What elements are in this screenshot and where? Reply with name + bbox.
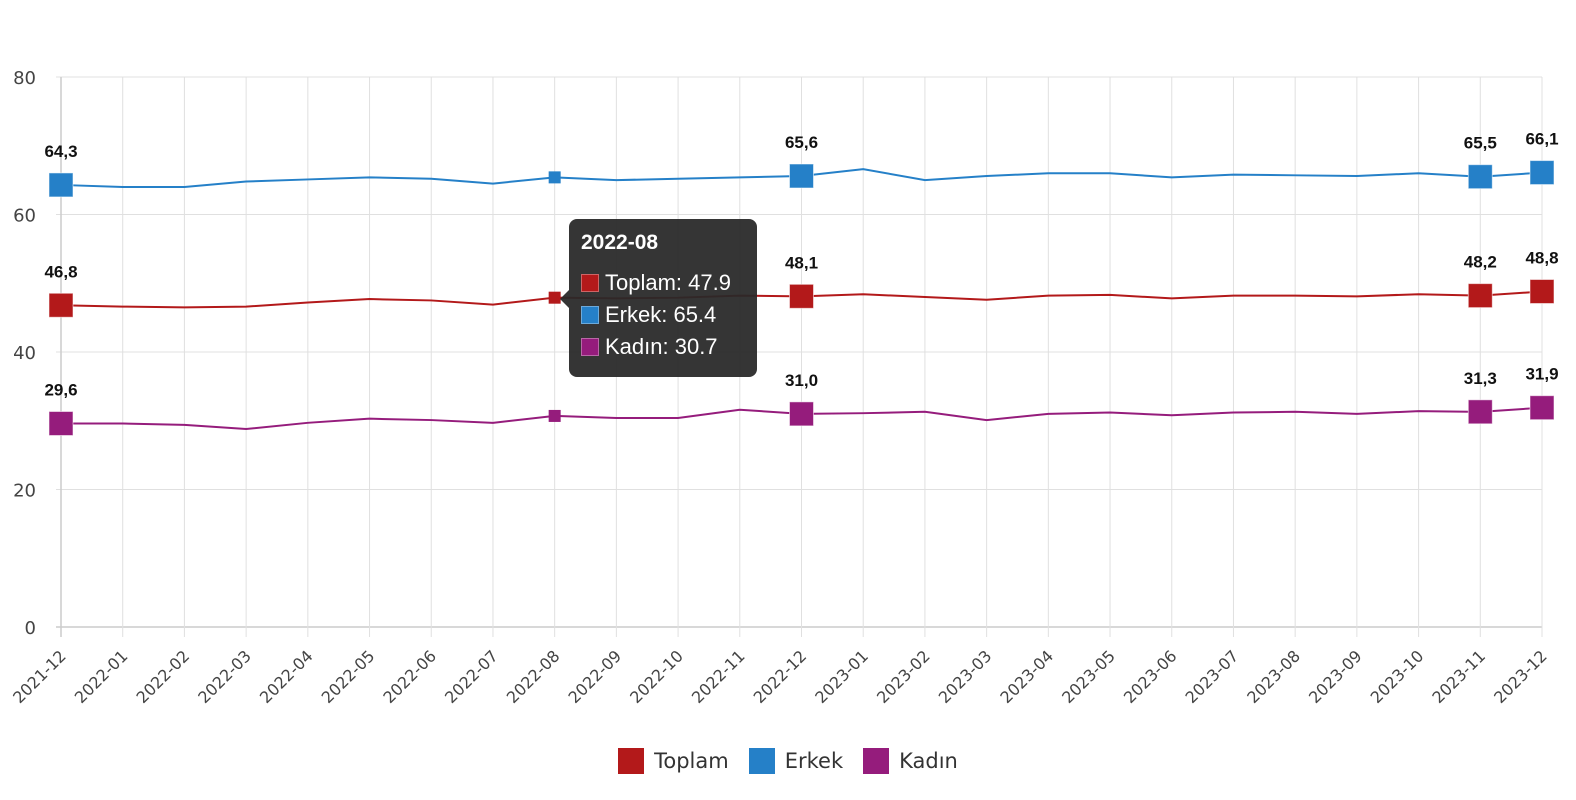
x-tick-label: 2022-05: [318, 646, 379, 707]
data-point-marker[interactable]: [789, 163, 814, 189]
erkek-swatch-icon: [581, 306, 599, 324]
data-point-marker[interactable]: [1529, 395, 1555, 421]
x-tick-label: 2022-07: [441, 646, 502, 707]
x-tick-label: 2023-01: [811, 646, 872, 707]
tooltip-row-kadin: Kadın: 30.7: [581, 331, 745, 363]
toplam-swatch-icon: [581, 274, 599, 292]
y-tick-label: 80: [13, 68, 36, 89]
tooltip-row-toplam: Toplam: 47.9: [581, 267, 745, 299]
data-point-marker[interactable]: [1529, 160, 1555, 186]
x-tick-label: 2022-08: [503, 646, 564, 707]
x-tick-label: 2023-07: [1182, 646, 1243, 707]
data-label: 46,8: [44, 262, 77, 281]
x-tick-label: 2022-09: [564, 646, 625, 707]
x-tick-label: 2022-11: [688, 646, 749, 707]
legend-item-erkek[interactable]: Erkek: [748, 748, 844, 774]
tooltip-row-label: Erkek: 65.4: [605, 302, 717, 327]
tooltip-row-label: Toplam: 47.9: [605, 270, 731, 295]
grid: [56, 76, 1543, 637]
x-tick-label: 2023-08: [1243, 646, 1304, 707]
series-lines: [48, 160, 1555, 436]
erkek-swatch-icon: [748, 748, 775, 774]
hover-point-marker[interactable]: [548, 291, 561, 304]
x-tick-label: 2022-03: [194, 646, 255, 707]
data-point-marker[interactable]: [48, 411, 74, 436]
x-tick-label: 2022-02: [133, 646, 194, 707]
data-label: 66,1: [1525, 130, 1558, 149]
data-label: 64,3: [44, 142, 77, 161]
data-point-marker[interactable]: [1529, 279, 1555, 304]
x-tick-label: 2022-10: [626, 646, 687, 707]
data-labels: 46,8 48,1 48,2 48,8 64,3 65,6 65,5 66,1 29,6 31,0…: [44, 130, 1558, 400]
data-label: 48,2: [1464, 253, 1497, 272]
data-point-marker[interactable]: [48, 292, 74, 318]
legend-item-toplam[interactable]: Toplam: [618, 748, 729, 774]
data-point-marker[interactable]: [789, 283, 814, 309]
legend-label: Toplam: [654, 749, 729, 773]
y-tick-label: 0: [25, 618, 36, 639]
x-tick-label: 2022-06: [379, 646, 440, 707]
x-tick-label: 2023-04: [996, 646, 1057, 707]
hover-point-marker[interactable]: [548, 409, 561, 422]
x-tick-label: 2023-03: [935, 646, 996, 707]
hover-point-marker[interactable]: [548, 171, 561, 184]
legend: Toplam Erkek Kadın: [0, 748, 1576, 774]
data-label: 31,3: [1464, 369, 1497, 388]
data-label: 29,6: [44, 381, 77, 400]
data-point-marker[interactable]: [1467, 283, 1493, 309]
x-tick-label: 2022-04: [256, 646, 317, 707]
x-tick-label: 2023-02: [873, 646, 934, 707]
y-tick-label: 40: [13, 343, 36, 364]
kadin-swatch-icon: [863, 748, 890, 774]
data-point-marker[interactable]: [1467, 164, 1493, 190]
tooltip-row-erkek: Erkek: 65.4: [581, 299, 745, 331]
x-tick-label: 2023-05: [1058, 646, 1119, 707]
legend-item-kadin[interactable]: Kadın: [863, 748, 958, 774]
data-point-marker[interactable]: [789, 401, 814, 427]
x-tick-label: 2022-12: [750, 646, 811, 707]
x-tick-label: 2023-10: [1367, 646, 1428, 707]
data-label: 31,9: [1525, 365, 1558, 384]
data-point-marker[interactable]: [1467, 399, 1493, 425]
data-label: 48,1: [785, 253, 818, 272]
tooltip-title: 2022-08: [581, 231, 659, 254]
x-tick-label: 2023-12: [1490, 646, 1551, 707]
y-tick-label: 60: [13, 206, 36, 227]
tooltip: 2022-08 Toplam: 47.9 Erkek: 65.4 Kadın: …: [560, 219, 757, 377]
data-label: 48,8: [1525, 249, 1558, 268]
data-label: 31,0: [785, 371, 818, 390]
data-point-marker[interactable]: [48, 172, 74, 198]
tooltip-row-label: Kadın: 30.7: [605, 334, 718, 359]
x-tick-label: 2021-12: [9, 646, 70, 707]
kadin-swatch-icon: [581, 338, 599, 356]
y-tick-label: 20: [13, 481, 36, 502]
legend-label: Kadın: [899, 749, 958, 773]
tooltip-caret: [560, 290, 569, 308]
x-tick-label: 2023-09: [1305, 646, 1366, 707]
x-axis: 2021-12 2022-01 2022-02 2022-03 2022-04 2022-…: [9, 646, 1551, 707]
x-tick-label: 2023-06: [1120, 646, 1181, 707]
x-tick-label: 2022-01: [71, 646, 132, 707]
toplam-swatch-icon: [618, 748, 645, 774]
data-label: 65,6: [785, 133, 818, 152]
x-tick-label: 2023-11: [1428, 646, 1489, 707]
legend-label: Erkek: [784, 749, 844, 773]
data-label: 65,5: [1464, 134, 1497, 153]
y-axis: 0 20 40 60 80: [13, 68, 36, 639]
